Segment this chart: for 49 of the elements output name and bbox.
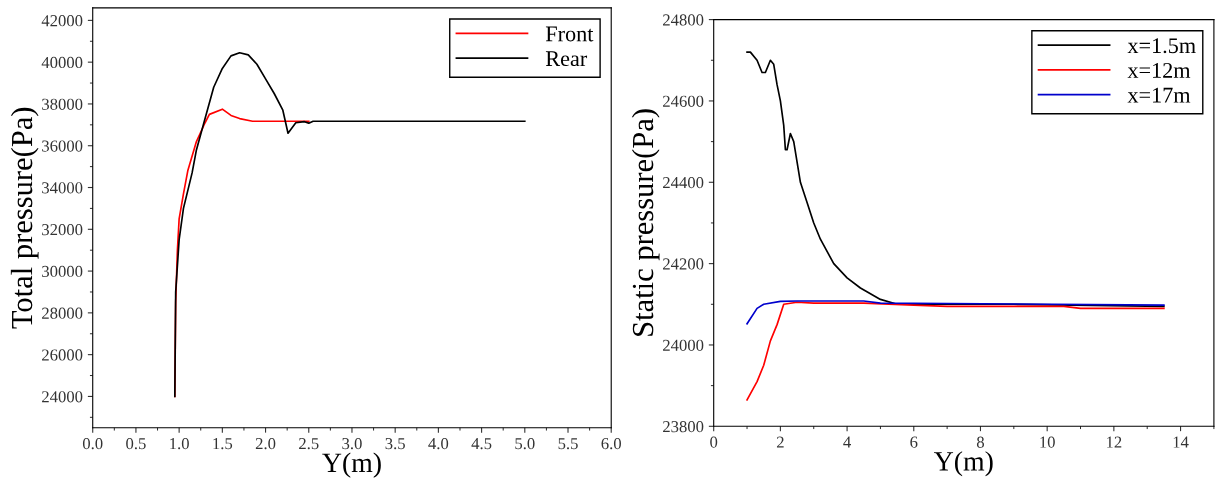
x-tick-label: 2.5 xyxy=(299,438,319,450)
y-tick-label: 38000 xyxy=(42,98,83,110)
x-tick-label: 4.5 xyxy=(471,438,492,450)
line-series xyxy=(746,301,1165,401)
y-tick-label: 24000 xyxy=(42,391,83,403)
y-axis-title: Static pressure(Pa) xyxy=(631,109,660,336)
x-tick-label: 1.5 xyxy=(213,438,233,450)
x-tick-label: 6 xyxy=(910,436,918,448)
legend-label: x=12m xyxy=(1127,62,1191,78)
x-axis-title: Y(m) xyxy=(322,452,381,478)
x-tick-label: 14 xyxy=(1173,436,1189,448)
y-tick-label: 24200 xyxy=(663,258,704,270)
y-tick-label: 32000 xyxy=(42,223,83,236)
x-tick-label: 5.5 xyxy=(558,438,578,450)
y-tick-label: 24800 xyxy=(663,14,704,26)
x-tick-label: 3.5 xyxy=(385,438,405,450)
x-tick-label: 10 xyxy=(1040,436,1055,448)
x-tick-label: 0 xyxy=(710,436,718,448)
y-tick-label: 26000 xyxy=(42,349,83,361)
x-tick-label: 0.0 xyxy=(82,437,103,450)
y-tick-label: 34000 xyxy=(42,182,83,194)
y-tick-label: 28000 xyxy=(42,307,83,319)
x-tick-label: 1.0 xyxy=(170,437,189,450)
y-tick-label: 36000 xyxy=(42,140,83,152)
x-axis-title: Y(m) xyxy=(934,451,993,477)
x-tick-label: 4.0 xyxy=(428,437,449,450)
legend-label: Front xyxy=(545,26,594,42)
y-tick-label: 23800 xyxy=(663,421,704,433)
y-tick-label: 24400 xyxy=(663,176,704,189)
x-tick-label: 2 xyxy=(776,436,784,448)
legend-label: x=1.5m xyxy=(1127,38,1196,54)
legend-label: Rear xyxy=(545,51,588,67)
line-series xyxy=(173,51,526,398)
x-tick-label: 8 xyxy=(976,436,984,448)
y-tick-label: 30000 xyxy=(42,265,83,278)
x-tick-label: 3.0 xyxy=(342,437,362,450)
legend-label: x=17m xyxy=(1127,87,1191,103)
y-tick-label: 42000 xyxy=(41,15,83,27)
x-tick-label: 6.0 xyxy=(601,437,621,450)
y-tick-label: 40000 xyxy=(41,56,83,69)
line-series xyxy=(746,300,1165,325)
x-tick-label: 5.0 xyxy=(515,437,535,450)
x-tick-label: 4 xyxy=(843,436,851,448)
y-tick-label: 24000 xyxy=(663,339,704,351)
y-tick-label: 24600 xyxy=(663,95,704,107)
x-tick-label: 12 xyxy=(1106,436,1122,448)
x-tick-label: 0.5 xyxy=(126,437,146,450)
y-axis-title: Total pressure(Pa) xyxy=(10,107,39,329)
x-tick-label: 2.0 xyxy=(255,437,276,450)
